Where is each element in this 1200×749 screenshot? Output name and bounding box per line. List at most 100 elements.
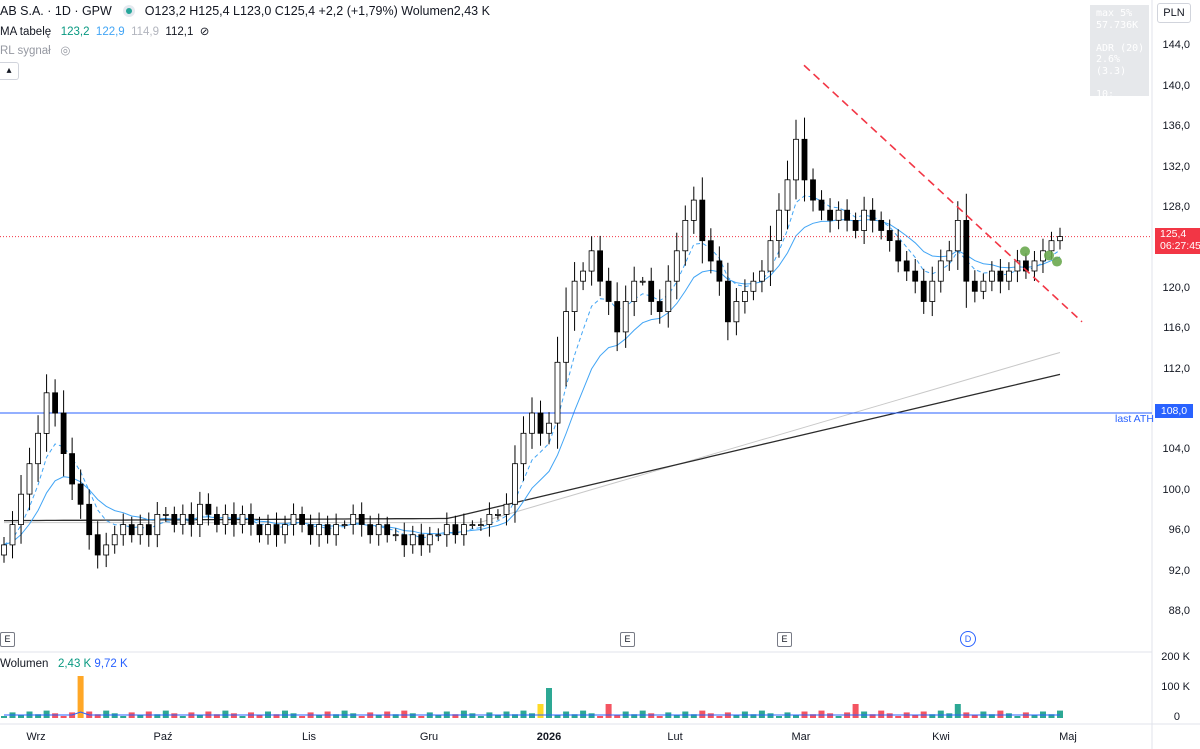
dividend-badge[interactable]: D	[960, 631, 976, 647]
candle-body	[605, 280, 612, 302]
candle-body	[614, 301, 621, 333]
ma-value-4: 112,1	[165, 26, 194, 38]
volume-bar	[256, 715, 263, 718]
volume-bar	[776, 716, 782, 718]
ath-label: last ATH	[1115, 413, 1154, 425]
candle-body	[639, 280, 646, 283]
candle-body	[494, 514, 501, 516]
candle-body	[503, 503, 510, 515]
volume-bar	[767, 713, 774, 718]
candle-body	[426, 534, 433, 546]
candle-body	[725, 280, 731, 323]
volume-bar	[869, 714, 876, 718]
volume-legend[interactable]: Wolumen 2,43 K 9,72 K	[0, 658, 128, 670]
volume-bar	[452, 714, 459, 718]
candle-body	[384, 524, 391, 536]
volume-bar	[690, 714, 697, 718]
volume-bar	[852, 704, 859, 718]
candle-body	[810, 179, 816, 201]
candle-body	[222, 514, 229, 525]
candle-body	[443, 524, 450, 536]
candle-body	[673, 250, 680, 282]
stats-line: max 5%	[1096, 8, 1133, 19]
price-tick: 112,0	[1163, 363, 1190, 375]
volume-bar	[810, 714, 816, 718]
price-tick: 116,0	[1163, 322, 1190, 334]
candle-body	[835, 209, 842, 221]
candle-body	[920, 280, 927, 302]
candle-body	[171, 514, 178, 525]
volume-bar	[154, 714, 161, 718]
candle-body	[793, 138, 799, 181]
candle-body	[903, 260, 910, 272]
candle-body	[213, 514, 220, 525]
candle-body	[776, 209, 782, 241]
candle-body	[316, 524, 323, 536]
stats-line: ADR (20)	[1096, 42, 1145, 54]
candle-body	[256, 524, 263, 536]
currency-selector[interactable]: PLN	[1157, 3, 1191, 23]
volume-bar	[409, 713, 416, 718]
ma-indicator-legend[interactable]: MA tabelę 123,2 122,9 114,9 112,1 ⊘	[0, 24, 209, 38]
candle-body	[60, 412, 67, 454]
candle-body	[401, 534, 408, 546]
stats-line: 10: 1.82%	[1096, 88, 1127, 112]
ohlc-readout: O123,2 H125,4 L123,0 C125,4 +2,2 (+1,79%…	[144, 4, 490, 18]
candle-body	[767, 240, 774, 272]
time-tick: 2026	[536, 731, 562, 743]
candle-body	[529, 412, 535, 434]
volume-bar	[878, 710, 885, 718]
signal-dot	[1020, 246, 1030, 257]
symbol-title[interactable]: AB S.A. · 1D · GPW	[0, 4, 112, 18]
candle-body	[86, 503, 93, 536]
stats-line: 57.736K	[1096, 19, 1139, 31]
volume-bar	[971, 715, 978, 718]
candle-body	[971, 280, 978, 292]
stats-box: max 5% 57.736K ADR (20) 2.6% (3.3) 10: 1…	[1090, 5, 1149, 134]
ma-value-2: 122,9	[95, 26, 125, 38]
ma-hidden-icon[interactable]: ⊘	[199, 26, 210, 38]
volume-bar	[435, 715, 442, 718]
candle-body	[656, 301, 663, 313]
candle-body	[239, 514, 246, 525]
ma-fast-line	[3, 219, 1061, 546]
candle-body	[350, 514, 357, 525]
volume-bar	[137, 715, 144, 718]
market-status-icon[interactable]	[123, 5, 136, 17]
candle-body	[682, 219, 689, 252]
last-price-tag: 125,4 06:27:45	[1155, 228, 1200, 254]
volume-bar	[818, 710, 825, 718]
signal-dot	[1052, 256, 1062, 267]
time-tick: Lis	[301, 731, 317, 743]
earnings-badge[interactable]: E	[0, 632, 15, 647]
candle-body	[120, 524, 127, 536]
candle-body	[512, 463, 518, 505]
candle-body	[801, 138, 808, 181]
volume-tick: 100 K	[1161, 681, 1190, 693]
eye-off-icon[interactable]: ◎	[60, 45, 71, 57]
volume-bar	[546, 688, 552, 718]
candle-body	[827, 209, 833, 221]
candle-body	[290, 514, 297, 525]
volume-bar	[750, 714, 757, 718]
volume-bar	[1005, 713, 1012, 718]
volume-bar	[793, 715, 799, 718]
volume-bar	[1, 716, 7, 718]
earnings-badge[interactable]: E	[620, 632, 635, 647]
candle-body	[188, 514, 195, 525]
candle-body	[409, 534, 416, 546]
price-tick: 140,0	[1162, 80, 1190, 92]
earnings-badge[interactable]: E	[777, 632, 792, 647]
volume-bar	[43, 710, 50, 718]
candle-body	[954, 219, 961, 252]
signal-label: RL sygnał	[0, 45, 51, 57]
volume-bar	[835, 716, 842, 718]
candle-body	[929, 280, 936, 302]
volume-bar	[997, 710, 1004, 718]
candle-body	[52, 392, 58, 414]
collapse-legend-button[interactable]: ▴	[0, 62, 19, 80]
signal-indicator-legend[interactable]: RL sygnał ◎	[0, 43, 70, 57]
candle-body	[1014, 260, 1021, 272]
price-tick: 144,0	[1162, 39, 1190, 51]
